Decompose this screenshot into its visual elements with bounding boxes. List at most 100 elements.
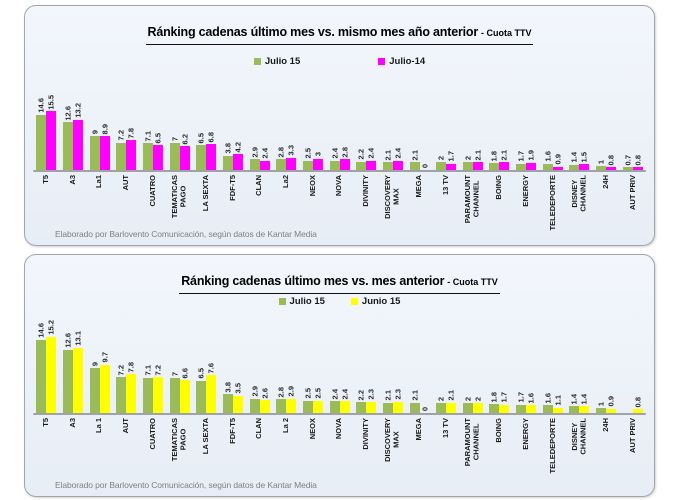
bar: 0.8 <box>606 155 617 170</box>
value-label: 15.5 <box>46 94 56 110</box>
value-label: 2.2 <box>356 389 366 400</box>
category-cell: 24H <box>593 172 620 224</box>
bar-group: 2.2 2.3 <box>353 308 380 413</box>
bar: 7.8 <box>126 362 137 413</box>
bar: 7.8 <box>126 128 137 170</box>
chart-title-text: Ránking cadenas último mes vs. mismo mes… <box>147 25 479 39</box>
category-cell: La 1 <box>86 415 113 467</box>
bar: 2 <box>436 397 447 413</box>
chart-title-suffix: - Cuota TTV <box>480 28 532 38</box>
value-label: 2.9 <box>250 386 260 397</box>
value-label: 2.1 <box>410 390 420 401</box>
value-label: 0.8 <box>633 154 643 165</box>
value-label: 9.7 <box>100 352 110 363</box>
value-label: 1.1 <box>553 395 563 406</box>
value-label: 4.2 <box>233 141 243 152</box>
bar: 2.4 <box>329 148 340 170</box>
bar-group: 2.9 2.4 <box>246 68 273 170</box>
category-cell: FDF-T5 <box>220 415 247 467</box>
bar: 7.6 <box>206 363 217 413</box>
legend-item: Junio 15 <box>350 296 400 307</box>
value-label: 7 <box>170 371 180 376</box>
bar: 9 <box>89 362 100 413</box>
category-label: AUT <box>121 175 131 191</box>
category-cell: BOING <box>486 415 513 467</box>
bar-group: 2 1.7 <box>433 68 460 170</box>
bar: 2.1 <box>499 150 510 170</box>
category-label: NEOX <box>307 418 317 440</box>
value-label: 1.6 <box>526 392 536 403</box>
bar: 6.5 <box>196 133 207 170</box>
bar: 2.3 <box>366 389 377 413</box>
value-label: 9 <box>90 361 100 366</box>
value-label: 2.8 <box>276 386 286 397</box>
category-cell: TELEDEPORTE <box>539 415 566 473</box>
value-label: 2 <box>436 396 446 401</box>
bar: 15.2 <box>46 320 57 413</box>
value-label: 3 <box>313 152 323 157</box>
value-label: 1.9 <box>526 150 536 161</box>
bar: 1.5 <box>579 152 590 170</box>
category-cell: La1 <box>86 172 113 224</box>
bar-group: 2 2.1 <box>460 68 487 170</box>
bar: 7.2 <box>116 130 127 170</box>
bar-group: 2 2.1 <box>433 308 460 413</box>
bar: 2.1 <box>409 150 420 170</box>
bar-group: 1.7 1.9 <box>513 68 540 170</box>
bar: 12.6 <box>62 106 73 170</box>
bar: 1.6 <box>526 393 537 413</box>
bar: 2.1 <box>382 150 393 170</box>
bar-group: 7.2 7.8 <box>113 68 140 170</box>
bar: 3.8 <box>222 143 233 170</box>
bar-group: 2.5 2.5 <box>300 308 327 413</box>
category-cell: CUATRO <box>140 172 167 224</box>
value-label: 7.8 <box>126 127 136 139</box>
chart-title-text: Ránking cadenas último mes vs. mes anter… <box>181 274 445 288</box>
category-label: ENERGY <box>520 418 530 450</box>
category-label: La1 <box>94 175 104 188</box>
chart-panel-month-comparison: Ránking cadenas último mes vs. mes anter… <box>24 254 655 497</box>
bar-group: 3.8 4.2 <box>220 68 247 170</box>
category-label: DIVINITY <box>360 418 370 450</box>
value-label: 2.1 <box>410 149 420 160</box>
value-label: 2.5 <box>303 148 313 159</box>
bar: 1.6 <box>542 151 553 170</box>
bar-group: 3.8 3.5 <box>220 308 247 413</box>
value-label: 0.8 <box>633 396 643 407</box>
bar-group: 7 6.2 <box>166 68 193 170</box>
bar: 6.2 <box>179 134 190 170</box>
value-label: 7 <box>170 137 180 142</box>
value-label: 2.3 <box>393 389 403 400</box>
value-label: 6.2 <box>180 133 190 145</box>
value-label: 2 <box>463 396 473 401</box>
category-label: TEMATICAS PAGO <box>170 418 188 462</box>
value-label: 7.2 <box>116 130 126 141</box>
category-cell: BOING <box>486 172 513 224</box>
category-label: LA SEXTA <box>201 418 211 455</box>
category-axis: T5 A3 La1 AUT CUATRO TEMATICAS PAGO LA SEXTA FD… <box>33 172 646 230</box>
legend-item: Julio-14 <box>378 56 425 67</box>
bar: 2.3 <box>392 389 403 413</box>
category-label: AUT PRIV <box>627 418 637 454</box>
value-label: 7.1 <box>143 130 153 141</box>
category-label: CLAN <box>254 175 264 196</box>
legend-label: Julio 15 <box>264 56 301 67</box>
value-label: 3.3 <box>286 145 296 156</box>
bar: 7.2 <box>116 365 127 413</box>
bar: 15.5 <box>46 95 57 170</box>
legend-item: Julio 15 <box>278 296 325 307</box>
bar: 3.3 <box>286 145 297 170</box>
category-cell: MEGA <box>406 415 433 467</box>
bar: 2.2 <box>356 149 367 170</box>
category-cell: NEOX <box>300 415 327 467</box>
value-label: 7.2 <box>153 364 163 375</box>
bar: 6.8 <box>206 132 217 170</box>
bar-group: 1 0.9 <box>593 308 620 413</box>
value-label: 0.8 <box>606 154 616 165</box>
bar-group: 2.8 3.3 <box>273 68 300 170</box>
value-label: 1.4 <box>569 393 579 404</box>
legend-swatch-icon <box>253 58 261 65</box>
category-label: La2 <box>280 175 290 188</box>
value-label: 6.5 <box>196 132 206 144</box>
